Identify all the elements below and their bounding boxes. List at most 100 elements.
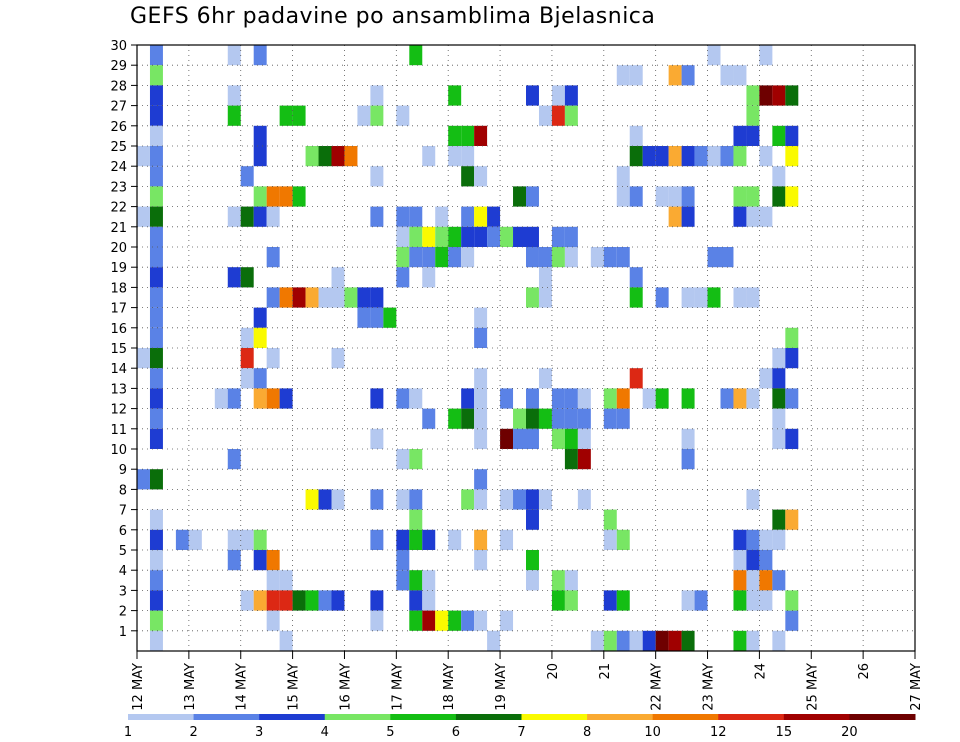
heatmap-cell bbox=[733, 186, 747, 207]
heatmap-cell bbox=[370, 307, 384, 328]
heatmap-cell bbox=[487, 630, 501, 651]
heatmap-cell bbox=[396, 550, 410, 571]
heatmap-cell bbox=[733, 206, 747, 227]
heatmap-cell bbox=[785, 186, 799, 207]
heatmap-cell bbox=[500, 226, 514, 247]
chart-title: GEFS 6hr padavine po ansamblima Bjelasni… bbox=[130, 4, 656, 29]
heatmap-cell bbox=[305, 590, 319, 611]
heatmap-cell bbox=[474, 327, 488, 348]
heatmap-cell bbox=[149, 469, 163, 490]
y-tick-label: 26 bbox=[110, 120, 127, 135]
x-tick-label: 12 MAY bbox=[131, 663, 146, 711]
heatmap-cell bbox=[461, 226, 475, 247]
heatmap-cell bbox=[409, 509, 423, 530]
heatmap-cell bbox=[785, 146, 799, 167]
heatmap-cell bbox=[422, 570, 436, 591]
x-tick-label: 15 MAY bbox=[287, 663, 302, 711]
heatmap-cell bbox=[681, 630, 695, 651]
heatmap-cell bbox=[253, 388, 267, 409]
heatmap-cell bbox=[305, 287, 319, 308]
heatmap-cell bbox=[668, 65, 682, 86]
heatmap-cell bbox=[707, 146, 721, 167]
heatmap-cell bbox=[538, 287, 552, 308]
heatmap-cell bbox=[357, 287, 371, 308]
heatmap-cell bbox=[526, 247, 539, 268]
heatmap-cell bbox=[746, 570, 760, 591]
legend-swatch bbox=[521, 714, 588, 720]
heatmap-cell bbox=[526, 408, 539, 429]
heatmap-cell bbox=[331, 489, 345, 510]
heatmap-cell bbox=[149, 186, 163, 207]
heatmap-cell bbox=[396, 529, 410, 550]
heatmap-cell bbox=[759, 368, 773, 389]
heatmap-cell bbox=[577, 388, 591, 409]
heatmap-cell bbox=[772, 408, 786, 429]
heatmap-cell bbox=[694, 146, 708, 167]
heatmap-cell bbox=[772, 85, 786, 106]
heatmap-cell bbox=[344, 287, 358, 308]
heatmap-cell bbox=[681, 590, 695, 611]
heatmap-cell bbox=[707, 45, 721, 66]
y-axis: 1234567891011121314151617181920212223242… bbox=[110, 39, 137, 640]
heatmap-cell bbox=[551, 226, 565, 247]
heatmap-cell bbox=[279, 590, 293, 611]
heatmap-cell bbox=[590, 630, 604, 651]
heatmap-cell bbox=[772, 428, 786, 449]
heatmap-cell bbox=[474, 226, 488, 247]
heatmap-cell bbox=[526, 388, 539, 409]
y-tick-label: 22 bbox=[110, 201, 127, 216]
heatmap-cell bbox=[422, 610, 436, 631]
heatmap-cell bbox=[759, 146, 773, 167]
heatmap-cell bbox=[448, 529, 462, 550]
heatmap-cell bbox=[266, 206, 280, 227]
x-tick-label: 20 bbox=[546, 663, 561, 680]
heatmap-cell bbox=[149, 368, 163, 389]
heatmap-cell bbox=[292, 590, 306, 611]
heatmap-cell bbox=[526, 186, 539, 207]
heatmap-cell bbox=[331, 348, 345, 369]
heatmap-cell bbox=[526, 428, 539, 449]
heatmap-cell bbox=[681, 449, 695, 470]
heatmap-cell bbox=[331, 267, 345, 288]
heatmap-cell bbox=[474, 489, 488, 510]
heatmap-cell bbox=[551, 85, 565, 106]
heatmap-cell bbox=[590, 247, 604, 268]
heatmap-cell bbox=[149, 267, 163, 288]
x-tick-label: 25 MAY bbox=[805, 663, 820, 711]
heatmap-cell bbox=[577, 449, 591, 470]
x-tick-label: 19 MAY bbox=[494, 663, 509, 711]
heatmap-cell bbox=[266, 610, 280, 631]
heatmap-cell bbox=[616, 247, 630, 268]
heatmap-cell bbox=[526, 287, 539, 308]
heatmap-cell bbox=[227, 388, 241, 409]
heatmap-cell bbox=[577, 489, 591, 510]
heatmap-cell bbox=[279, 630, 293, 651]
heatmap-cell bbox=[681, 65, 695, 86]
legend-label: 12 bbox=[710, 725, 727, 740]
heatmap-cell bbox=[733, 146, 747, 167]
y-tick-label: 21 bbox=[110, 221, 127, 236]
heatmap-cell bbox=[435, 226, 449, 247]
heatmap-cell bbox=[733, 550, 747, 571]
legend-label: 10 bbox=[644, 725, 661, 740]
heatmap-cell bbox=[409, 388, 423, 409]
heatmap-cell bbox=[513, 428, 526, 449]
heatmap-cell bbox=[642, 146, 656, 167]
heatmap-cell bbox=[642, 630, 656, 651]
heatmap-cell bbox=[759, 206, 773, 227]
heatmap-cell bbox=[538, 247, 552, 268]
heatmap-cell bbox=[720, 146, 734, 167]
heatmap-cell bbox=[487, 206, 501, 227]
heatmap-cell bbox=[707, 287, 721, 308]
heatmap-cell bbox=[279, 388, 293, 409]
heatmap-cell bbox=[409, 449, 423, 470]
heatmap-cell bbox=[227, 105, 241, 126]
heatmap-cell bbox=[746, 85, 760, 106]
heatmap-cell bbox=[240, 368, 254, 389]
y-tick-label: 16 bbox=[110, 322, 127, 337]
heatmap-cell bbox=[253, 206, 267, 227]
y-tick-label: 27 bbox=[110, 100, 127, 115]
y-tick-label: 23 bbox=[110, 180, 127, 195]
heatmap-cell bbox=[785, 348, 799, 369]
